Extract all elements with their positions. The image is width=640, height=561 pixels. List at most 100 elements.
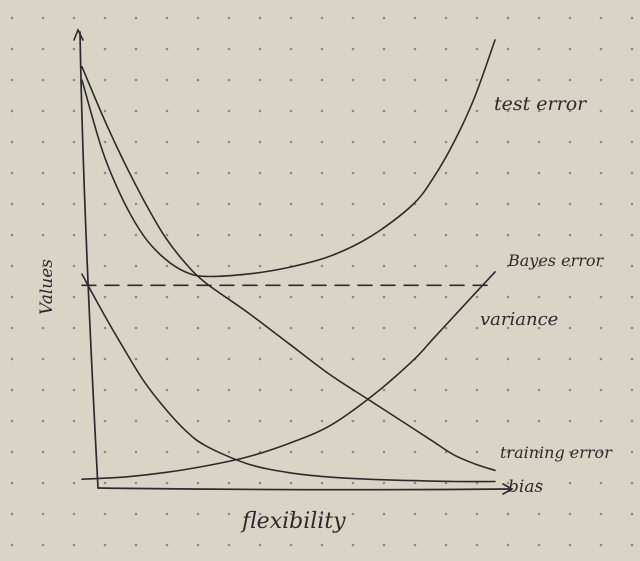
grid-dot (537, 295, 541, 299)
grid-dot (444, 233, 448, 237)
grid-dot (134, 543, 138, 547)
grid-dot (382, 140, 386, 144)
grid-dot (41, 16, 45, 20)
grid-dot (134, 295, 138, 299)
grid-dot (320, 481, 324, 485)
grid-dot (382, 171, 386, 175)
grid-dot (320, 47, 324, 51)
grid-dot (568, 47, 572, 51)
grid-dot (165, 140, 169, 144)
grid-dot (599, 233, 603, 237)
grid-dot (165, 481, 169, 485)
grid-dot (196, 450, 200, 454)
grid-dot (134, 140, 138, 144)
grid-dot (320, 295, 324, 299)
grid-dot (351, 109, 355, 113)
grid-dot (134, 357, 138, 361)
grid-dot (630, 357, 634, 361)
grid-dot (10, 140, 14, 144)
grid-dot (568, 233, 572, 237)
grid-dot (258, 512, 262, 516)
label-variance: variance (480, 309, 558, 330)
grid-dot (475, 78, 479, 82)
grid-dot (382, 543, 386, 547)
grid-dot (568, 388, 572, 392)
grid-dot (475, 202, 479, 206)
grid-dot (413, 326, 417, 330)
grid-dot (227, 450, 231, 454)
grid-dot (41, 326, 45, 330)
grid-dot (196, 512, 200, 516)
grid-dot (382, 326, 386, 330)
grid-dot (413, 419, 417, 423)
grid-dot (537, 78, 541, 82)
grid-dot (351, 202, 355, 206)
grid-dot (506, 78, 510, 82)
grid-dot (227, 47, 231, 51)
grid-dot (196, 543, 200, 547)
grid-dot (444, 481, 448, 485)
grid-dot (134, 419, 138, 423)
grid-dot (258, 481, 262, 485)
grid-dot (72, 78, 76, 82)
grid-dot (382, 47, 386, 51)
grid-dot (351, 481, 355, 485)
grid-dot (103, 450, 107, 454)
grid-dot (72, 481, 76, 485)
grid-dot (196, 78, 200, 82)
grid-dot (630, 47, 634, 51)
grid-dot (537, 512, 541, 516)
grid-dot (227, 295, 231, 299)
grid-dot (475, 233, 479, 237)
grid-dot (320, 388, 324, 392)
grid-dot (320, 140, 324, 144)
grid-dot (599, 78, 603, 82)
grid-dot (630, 481, 634, 485)
grid-dot (72, 47, 76, 51)
grid-dot (599, 388, 603, 392)
series-line-training-error (81, 66, 496, 472)
grid-dot (72, 295, 76, 299)
grid-dot (258, 47, 262, 51)
label-bayes-error: Bayes error (507, 251, 605, 270)
grid-dot (134, 264, 138, 268)
grid-dot (413, 388, 417, 392)
grid-dot (382, 233, 386, 237)
grid-dot (630, 450, 634, 454)
grid-dot (165, 419, 169, 423)
grid-dot (630, 326, 634, 330)
grid-dot (165, 202, 169, 206)
grid-dot (227, 388, 231, 392)
grid-dot (537, 47, 541, 51)
grid-dot (72, 171, 76, 175)
grid-dot (41, 543, 45, 547)
grid-dot (196, 264, 200, 268)
grid-dot (568, 202, 572, 206)
grid-dot (258, 326, 262, 330)
grid-dot (41, 512, 45, 516)
grid-dot (475, 140, 479, 144)
grid-dot (506, 233, 510, 237)
grid-dot (475, 512, 479, 516)
grid-dot (351, 295, 355, 299)
grid-dot (320, 543, 324, 547)
grid-dot (599, 171, 603, 175)
grid-dot (444, 512, 448, 516)
grid-dot (444, 419, 448, 423)
grid-dot (351, 326, 355, 330)
grid-dot (41, 450, 45, 454)
grid-dot (568, 543, 572, 547)
grid-dot (41, 481, 45, 485)
y-axis (79, 31, 99, 489)
grid-dot (599, 140, 603, 144)
grid-dot (103, 233, 107, 237)
grid-dot (258, 16, 262, 20)
grid-dot (537, 481, 541, 485)
grid-dot (382, 450, 386, 454)
grid-dot (289, 481, 293, 485)
ylabel: Values (37, 259, 57, 315)
grid-dot (258, 543, 262, 547)
grid-dot (196, 109, 200, 113)
grid-dot (382, 78, 386, 82)
grid-dot (320, 512, 324, 516)
